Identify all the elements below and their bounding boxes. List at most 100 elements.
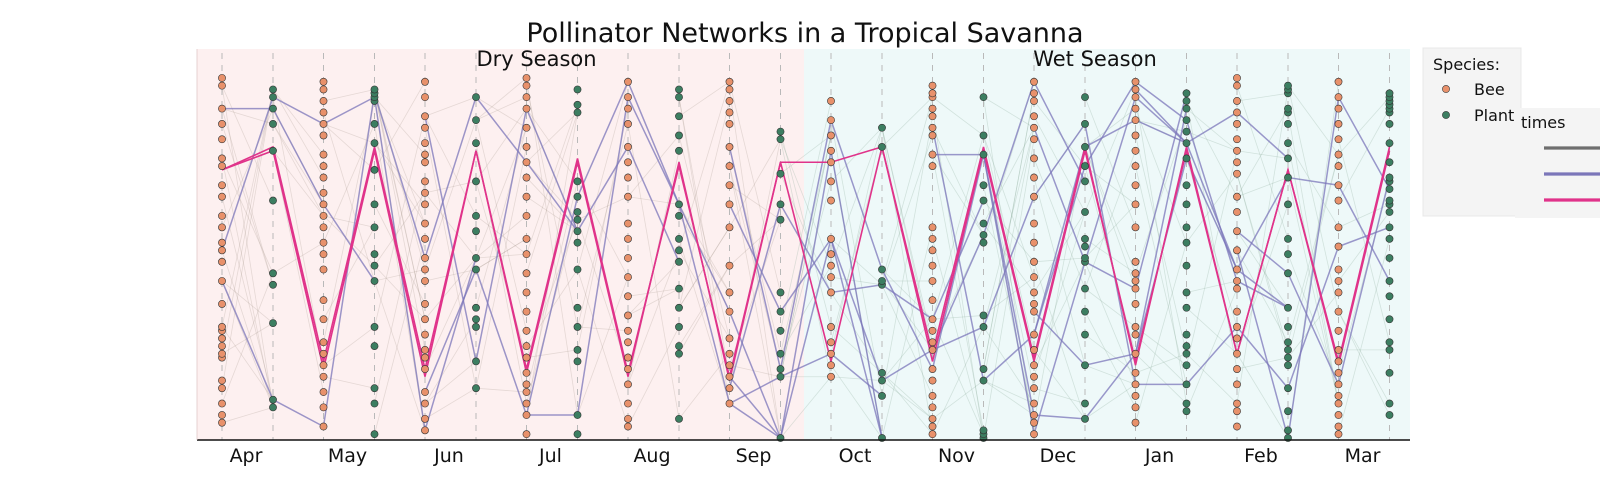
bee-point-Sep-4: [725, 349, 734, 358]
grey-line-8: [323, 227, 375, 320]
grey-line-21: [1236, 177, 1289, 198]
plant-point-Sep-4: [776, 326, 785, 335]
grey-line-286: [830, 127, 883, 354]
highlight-line-1: [221, 145, 1391, 377]
plant-point-Sep-7: [776, 215, 785, 224]
plant-point-Jan-11: [1182, 223, 1191, 232]
bee-point-Jan-23: [1131, 77, 1140, 86]
plant-point-Jan-3: [1182, 361, 1191, 370]
plant-point-Sep-9: [776, 169, 785, 178]
plant-point-Oct-7: [878, 143, 886, 151]
plant-point-Mar-17: [1385, 158, 1394, 167]
grey-line-315: [221, 158, 274, 408]
bee-point-Oct-15: [827, 116, 835, 125]
grey-line-91: [932, 380, 984, 420]
grey-line-233: [1338, 139, 1390, 343]
grey-line-19: [678, 227, 730, 308]
grey-line-63: [475, 108, 527, 182]
plant-point-Dec-15: [1081, 93, 1089, 102]
season-label-0: Dry Season: [476, 47, 596, 71]
plant-point-Oct-6: [878, 265, 886, 274]
bee-point-Sep-6: [725, 307, 734, 316]
tick-label-Jul: Jul: [538, 445, 562, 467]
plant-point-May-2: [370, 384, 379, 393]
bee-point-Jan-13: [1131, 223, 1140, 232]
bee-point-Jun-21: [421, 123, 429, 132]
grey-line-294: [1033, 158, 1086, 289]
bee-point-Jun-13: [421, 234, 429, 243]
bee-point-Mar-9: [1334, 326, 1343, 335]
bee-point-Mar-13: [1334, 265, 1343, 274]
bee-point-Aug-4: [624, 365, 632, 373]
plant-point-Jan-4: [1182, 349, 1191, 358]
bee-point-Apr-21: [218, 154, 226, 163]
bee-point-Dec-9: [1030, 307, 1038, 316]
grey-line-279: [830, 276, 883, 286]
plant-point-Aug-6: [675, 257, 683, 266]
bee-point-Jul-20: [522, 104, 531, 113]
bee-point-Mar-15: [1334, 223, 1343, 232]
plant-point-Aug-15: [675, 85, 683, 94]
grey-line-174: [1186, 108, 1238, 152]
grey-line-161: [374, 238, 426, 435]
grey-line-36: [272, 123, 324, 217]
bee-point-Jul-18: [522, 143, 531, 151]
bee-point-Apr-8: [218, 334, 226, 343]
bee-point-Aug-14: [624, 192, 632, 201]
bee-point-Jul-0: [522, 430, 531, 439]
grey-line-238: [577, 277, 629, 416]
purple-line-0: [1134, 88, 1289, 159]
grey-line-30: [932, 108, 984, 439]
grey-line-58: [881, 227, 933, 439]
bee-point-Nov-16: [928, 223, 937, 232]
grey-line-16: [526, 349, 578, 358]
bee-point-Jan-1: [1131, 403, 1140, 412]
plant-point-Jun-12: [472, 93, 480, 102]
grey-line-140: [1135, 326, 1187, 366]
plant-point-Sep-11: [776, 127, 785, 136]
bee-point-Jun-11: [421, 265, 429, 274]
bee-point-Sep-15: [725, 108, 734, 117]
plant-point-Apr-5: [269, 196, 277, 205]
bee-point-Oct-5: [827, 288, 835, 297]
bee-point-Aug-18: [624, 120, 632, 128]
grey-line-290: [221, 273, 274, 404]
bee-point-Aug-0: [624, 422, 632, 431]
bee-point-Apr-11: [218, 300, 226, 308]
grey-line-57: [1033, 100, 1086, 167]
plant-point-Mar-25: [1385, 89, 1394, 98]
bee-point-Feb-10: [1233, 277, 1241, 285]
bee-point-Nov-18: [928, 150, 937, 159]
plant-point-Dec-1: [1081, 399, 1089, 408]
bee-point-Dec-24: [1030, 77, 1038, 86]
plant-point-Jun-6: [472, 254, 480, 262]
plant-point-Feb-6: [1284, 346, 1292, 354]
bee-point-Jul-16: [522, 173, 531, 182]
plant-point-Feb-3: [1284, 384, 1292, 393]
tick-label-May: May: [328, 445, 367, 467]
plant-point-Nov-14: [979, 93, 988, 102]
purple-line-6: [932, 122, 1390, 390]
grey-line-20: [729, 81, 781, 293]
plant-point-Feb-19: [1284, 104, 1292, 113]
purple-line-16: [728, 204, 883, 439]
plant-point-May-7: [370, 250, 379, 259]
purple-line-4: [1236, 177, 1391, 387]
bee-point-May-20: [319, 120, 328, 128]
bee-point-Nov-6: [928, 365, 937, 373]
bee-point-Sep-17: [725, 85, 734, 94]
plant-point-Sep-2: [776, 365, 785, 373]
grey-line-309: [272, 97, 324, 366]
grey-line-156: [1338, 204, 1390, 228]
plant-point-Apr-2: [269, 319, 277, 327]
purple-line-7: [729, 352, 883, 405]
bee-point-Jun-3: [421, 388, 429, 396]
grey-line-148: [424, 192, 477, 259]
legend-title: Species:: [1433, 55, 1500, 74]
bee-point-Feb-20: [1233, 120, 1241, 128]
bee-point-Jun-19: [421, 150, 429, 159]
grey-line-102: [1338, 96, 1390, 155]
plant-point-May-16: [370, 85, 379, 94]
bee-point-Jan-17: [1131, 146, 1140, 155]
bee-point-Mar-12: [1334, 277, 1343, 285]
